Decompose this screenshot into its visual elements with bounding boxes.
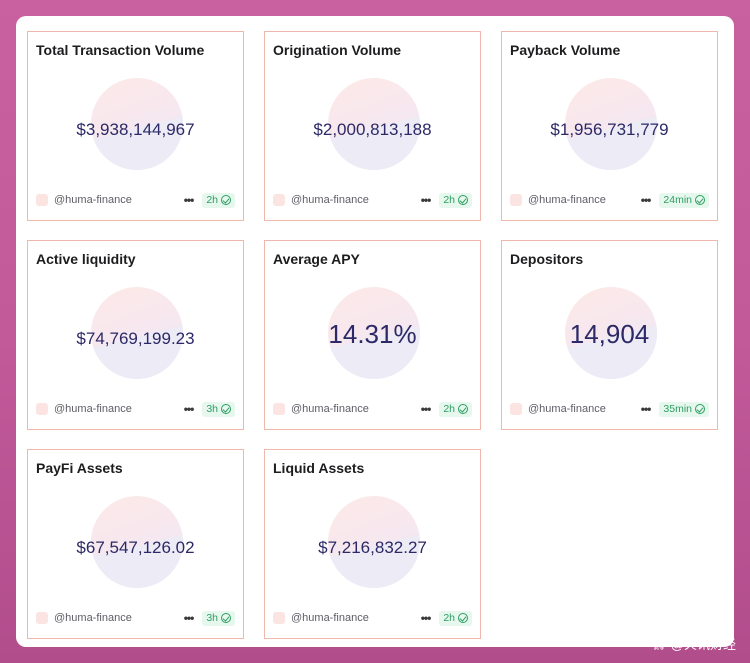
- avatar: [510, 403, 522, 415]
- metric-card-active-liquidity[interactable]: Active liquidity $74,769,199.23 @huma-fi…: [27, 240, 244, 430]
- author-handle[interactable]: @huma-finance: [54, 403, 132, 415]
- more-dots-icon[interactable]: •••: [640, 193, 652, 207]
- card-footer: @huma-finance ••• 2h: [273, 192, 472, 208]
- author-handle[interactable]: @huma-finance: [54, 612, 132, 624]
- card-graphic: [91, 78, 183, 170]
- more-dots-icon[interactable]: •••: [183, 193, 195, 207]
- card-graphic: [565, 287, 657, 379]
- metric-value: $1,956,731,779: [550, 120, 669, 139]
- card-graphic: [328, 496, 420, 588]
- check-circle-icon: [221, 613, 231, 623]
- freshness-badge: 2h: [202, 192, 235, 208]
- card-title: Active liquidity: [36, 251, 136, 267]
- card-title: Average APY: [273, 251, 360, 267]
- card-graphic: [91, 496, 183, 588]
- check-circle-icon: [221, 404, 231, 414]
- avatar: [273, 403, 285, 415]
- more-dots-icon[interactable]: •••: [420, 193, 432, 207]
- metric-value: $2,000,813,188: [313, 120, 432, 139]
- card-footer: @huma-finance ••• 3h: [36, 610, 235, 626]
- card-footer: @huma-finance ••• 35min: [510, 401, 709, 417]
- freshness-time: 2h: [206, 194, 218, 206]
- freshness-badge: 2h: [439, 401, 472, 417]
- freshness-time: 3h: [206, 612, 218, 624]
- card-graphic: [565, 78, 657, 170]
- freshness-time: 2h: [443, 194, 455, 206]
- metric-card-depositors[interactable]: Depositors 14,904 @huma-finance ••• 35mi…: [501, 240, 718, 430]
- metric-value: 14,904: [569, 319, 650, 349]
- more-dots-icon[interactable]: •••: [420, 402, 432, 416]
- metric-card-payfi-assets[interactable]: PayFi Assets $67,547,126.02 @huma-financ…: [27, 449, 244, 639]
- more-dots-icon[interactable]: •••: [640, 402, 652, 416]
- freshness-badge: 2h: [439, 192, 472, 208]
- card-footer: @huma-finance ••• 24min: [510, 192, 709, 208]
- metric-card-average-apy[interactable]: Average APY 14.31% @huma-finance ••• 2h: [264, 240, 481, 430]
- card-footer: @huma-finance ••• 3h: [36, 401, 235, 417]
- author-handle[interactable]: @huma-finance: [291, 403, 369, 415]
- metric-value: $3,938,144,967: [76, 120, 195, 139]
- check-circle-icon: [221, 195, 231, 205]
- card-footer: @huma-finance ••• 2h: [36, 192, 235, 208]
- card-title: Depositors: [510, 251, 584, 267]
- freshness-badge: 3h: [202, 610, 235, 626]
- metric-value: $7,216,832.27: [318, 538, 427, 557]
- card-title: Payback Volume: [510, 42, 621, 58]
- more-dots-icon[interactable]: •••: [420, 611, 432, 625]
- freshness-time: 2h: [443, 612, 455, 624]
- metric-card-payback-volume[interactable]: Payback Volume $1,956,731,779 @huma-fina…: [501, 31, 718, 221]
- metric-card-origination-volume[interactable]: Origination Volume $2,000,813,188 @huma-…: [264, 31, 481, 221]
- freshness-time: 2h: [443, 403, 455, 415]
- more-dots-icon[interactable]: •••: [183, 611, 195, 625]
- card-graphic: [328, 78, 420, 170]
- freshness-badge: 3h: [202, 401, 235, 417]
- avatar: [36, 194, 48, 206]
- avatar: [36, 612, 48, 624]
- card-title: PayFi Assets: [36, 460, 123, 476]
- metric-value: $74,769,199.23: [76, 329, 195, 348]
- dashboard-panel: Total Transaction Volume $3,938,144,967 …: [16, 16, 734, 647]
- author-handle[interactable]: @huma-finance: [291, 194, 369, 206]
- more-dots-icon[interactable]: •••: [183, 402, 195, 416]
- freshness-time: 24min: [663, 194, 692, 206]
- watermark: ⛓ @火讯财经: [652, 634, 736, 653]
- check-circle-icon: [695, 404, 705, 414]
- avatar: [36, 403, 48, 415]
- card-footer: @huma-finance ••• 2h: [273, 401, 472, 417]
- check-circle-icon: [695, 195, 705, 205]
- check-circle-icon: [458, 195, 468, 205]
- freshness-badge: 35min: [659, 401, 709, 417]
- card-title: Total Transaction Volume: [36, 42, 205, 58]
- card-title: Origination Volume: [273, 42, 402, 58]
- freshness-badge: 24min: [659, 192, 709, 208]
- avatar: [273, 194, 285, 206]
- metric-card-total-transaction-volume[interactable]: Total Transaction Volume $3,938,144,967 …: [27, 31, 244, 221]
- chain-link-icon: ⛓: [651, 636, 667, 651]
- card-title: Liquid Assets: [273, 460, 365, 476]
- check-circle-icon: [458, 404, 468, 414]
- card-graphic: [91, 287, 183, 379]
- author-handle[interactable]: @huma-finance: [54, 194, 132, 206]
- author-handle[interactable]: @huma-finance: [528, 194, 606, 206]
- author-handle[interactable]: @huma-finance: [528, 403, 606, 415]
- metric-card-liquid-assets[interactable]: Liquid Assets $7,216,832.27 @huma-financ…: [264, 449, 481, 639]
- metric-value: $67,547,126.02: [76, 538, 195, 557]
- author-handle[interactable]: @huma-finance: [291, 612, 369, 624]
- freshness-time: 3h: [206, 403, 218, 415]
- freshness-time: 35min: [663, 403, 692, 415]
- watermark-text: @火讯财经: [670, 637, 736, 652]
- avatar: [273, 612, 285, 624]
- avatar: [510, 194, 522, 206]
- card-graphic: [328, 287, 420, 379]
- freshness-badge: 2h: [439, 610, 472, 626]
- card-footer: @huma-finance ••• 2h: [273, 610, 472, 626]
- check-circle-icon: [458, 613, 468, 623]
- metric-value: 14.31%: [328, 319, 417, 349]
